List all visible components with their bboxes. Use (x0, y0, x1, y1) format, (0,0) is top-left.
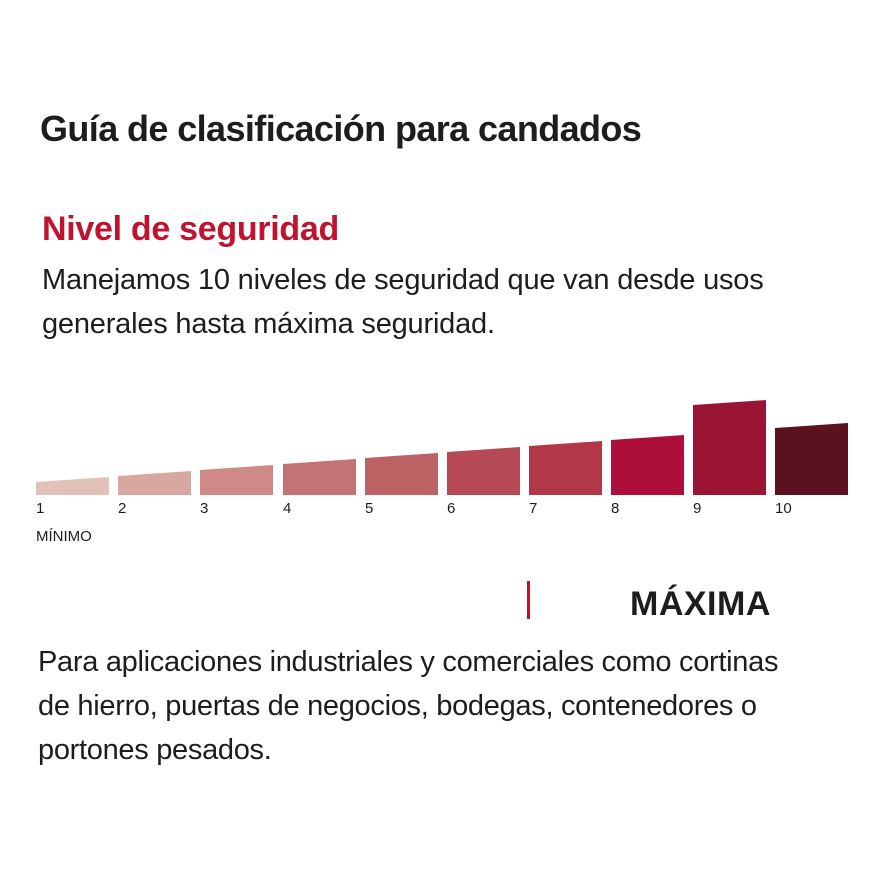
description-line: de hierro, puertas de negocios, bodegas,… (38, 690, 757, 722)
page-title: Guía de clasificación para candados (40, 108, 642, 149)
level-bar-2 (118, 471, 191, 495)
intro-line: generales hasta máxima seguridad. (42, 308, 495, 340)
minimum-label: MÍNIMO (36, 528, 92, 545)
level-bar-5 (365, 453, 438, 495)
level-bar-8 (611, 435, 684, 495)
level-label: 9 (693, 500, 702, 517)
divider-line (527, 581, 530, 619)
level-label: 4 (283, 500, 292, 517)
level-bar-7 (529, 441, 602, 495)
level-label: 3 (200, 500, 209, 517)
intro-line: Manejamos 10 niveles de seguridad que va… (42, 264, 764, 296)
level-bar-4 (283, 459, 356, 495)
description-line: Para aplicaciones industriales y comerci… (38, 646, 779, 678)
level-label: 6 (447, 500, 456, 517)
level-label: 8 (611, 500, 620, 517)
description-line: portones pesados. (38, 734, 272, 766)
level-bar-10 (775, 423, 848, 495)
level-label: 5 (365, 500, 374, 517)
security-level-scale (36, 400, 848, 495)
level-label: 1 (36, 500, 45, 517)
level-bar-6 (447, 447, 520, 495)
section-subtitle: Nivel de seguridad (42, 210, 339, 248)
level-label: 2 (118, 500, 127, 517)
level-bar-3 (200, 465, 273, 495)
level-name: MÁXIMA (630, 585, 771, 623)
level-label: 7 (529, 500, 538, 517)
level-bar-9 (693, 400, 766, 495)
level-label: 10 (775, 500, 792, 517)
level-bar-1 (36, 477, 109, 495)
